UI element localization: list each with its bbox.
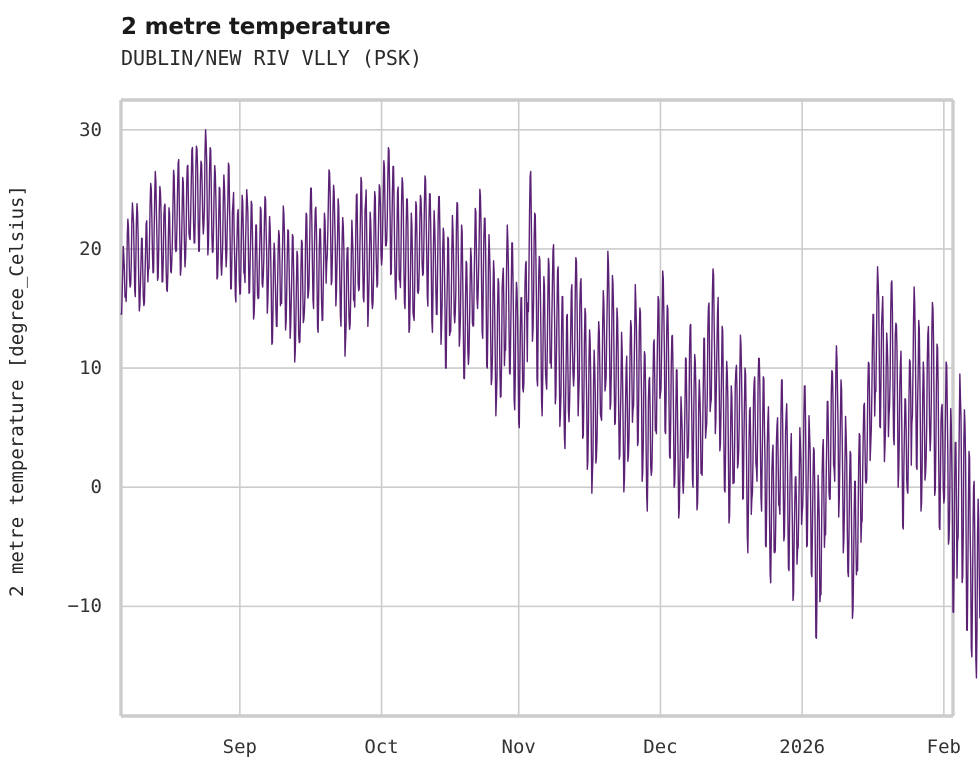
x-tick-label: Nov [501, 736, 536, 758]
y-tick-label: −10 [67, 595, 102, 618]
x-tick-label: Feb [926, 736, 962, 758]
title-block: 2 metre temperature DUBLIN/NEW RIV VLLY … [121, 12, 961, 72]
temperature-series [120, 129, 980, 679]
y-tick-label: 0 [90, 476, 102, 499]
temperature-line [120, 129, 980, 679]
x-tick-label: Sep [222, 736, 258, 758]
x-tick-label: Dec [643, 736, 678, 758]
chart-subtitle: DUBLIN/NEW RIV VLLY (PSK) [121, 46, 423, 70]
x-tick-label: 2026 [779, 736, 826, 758]
x-tick-label: Oct [364, 736, 399, 758]
y-tick-label: 10 [79, 357, 102, 380]
y-tick-label: 30 [79, 118, 102, 141]
y-tick-label: 20 [79, 237, 102, 260]
plot-frame [119, 98, 955, 718]
page-title: 2 metre temperature [121, 14, 391, 40]
